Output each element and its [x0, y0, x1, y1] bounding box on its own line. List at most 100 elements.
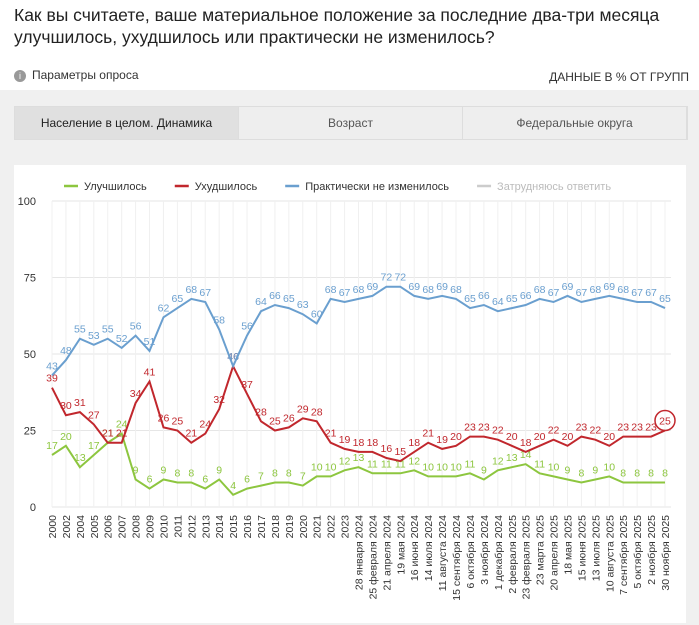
y-tick-label: 100	[18, 196, 36, 208]
x-tick-label: 2 ноября 2025	[646, 515, 658, 585]
data-label: 13	[353, 452, 365, 464]
data-label: 12	[492, 455, 504, 467]
tab[interactable]: Возраст	[239, 107, 463, 139]
x-tick-label: 2023	[340, 515, 352, 539]
data-label: 67	[631, 287, 643, 299]
x-tick-label: 2012	[186, 515, 198, 539]
data-label: 52	[116, 333, 128, 345]
data-label: 67	[576, 287, 588, 299]
data-label: 10	[325, 461, 337, 473]
x-tick-label: 2016	[242, 515, 254, 539]
data-label: 65	[172, 293, 184, 305]
header: Как вы считаете, ваше материальное полож…	[0, 0, 699, 90]
data-label: 6	[202, 474, 208, 486]
params-label[interactable]: Параметры опроса	[32, 68, 139, 82]
legend-label[interactable]: Практически не изменилось	[305, 181, 449, 193]
x-tick-label: 2010	[158, 515, 170, 539]
tab[interactable]: Население в целом. Динамика	[15, 107, 239, 139]
x-tick-label: 11 августа 2024	[437, 515, 449, 591]
highlight-circle	[654, 409, 676, 432]
x-tick-label: 14 июля 2024	[423, 515, 435, 581]
x-tick-label: 2020	[298, 515, 310, 539]
x-tick-label: 2011	[172, 515, 184, 538]
data-label: 65	[506, 293, 518, 305]
data-label: 37	[241, 379, 253, 391]
series-line	[51, 285, 666, 377]
data-label: 8	[662, 468, 668, 480]
data-label: 25	[172, 416, 184, 428]
x-tick-label: 10 августа 2025	[604, 515, 616, 592]
data-label: 22	[548, 425, 560, 437]
y-tick-label: 50	[24, 349, 36, 361]
legend-label[interactable]: Затрудняюсь ответить	[497, 181, 611, 193]
y-tick-label: 75	[24, 273, 36, 285]
x-tick-label: 30 ноября 2025	[660, 515, 672, 591]
data-label: 69	[603, 281, 615, 293]
data-label: 24	[116, 419, 128, 431]
data-label: 21	[102, 428, 114, 440]
x-tick-label: 15 июня 2025	[576, 515, 588, 581]
data-label: 23	[478, 422, 490, 434]
data-label: 7	[300, 471, 306, 483]
data-label: 56	[241, 321, 253, 333]
data-label: 69	[408, 281, 420, 293]
data-label: 8	[188, 468, 194, 480]
data-label: 39	[46, 373, 58, 385]
data-label: 69	[436, 281, 448, 293]
data-label: 6	[147, 474, 153, 486]
data-label: 8	[634, 468, 640, 480]
data-label: 23	[631, 422, 643, 434]
data-label: 8	[286, 468, 292, 480]
data-label: 31	[74, 397, 86, 409]
x-tick-label: 2019	[284, 515, 296, 539]
data-label: 21	[422, 428, 434, 440]
data-label: 22	[492, 425, 504, 437]
data-label: 46	[227, 351, 239, 363]
data-label: 68	[353, 284, 365, 296]
data-label: 68	[534, 284, 546, 296]
data-label: 43	[46, 360, 58, 372]
data-label: 18	[408, 437, 420, 449]
data-label: 21	[185, 428, 197, 440]
data-label: 20	[506, 431, 518, 443]
data-label: 17	[46, 440, 58, 452]
data-label: 72	[381, 272, 393, 284]
params[interactable]: i Параметры опроса	[14, 68, 139, 82]
data-label: 19	[436, 434, 448, 446]
data-label: 65	[464, 293, 476, 305]
tabs: Население в целом. Динамика Возраст Феде…	[14, 106, 688, 140]
tab[interactable]: Федеральные округа	[463, 107, 687, 139]
x-tick-label: 16 июня 2024	[409, 515, 421, 581]
x-tick-label: 2013	[200, 515, 212, 539]
x-tick-label: 2022	[326, 515, 338, 539]
data-label: 10	[436, 461, 448, 473]
x-tick-label: 5 октября 2025	[632, 515, 644, 589]
x-tick-label: 15 сентября 2024	[451, 515, 463, 601]
data-label: 68	[185, 284, 197, 296]
data-label: 41	[144, 367, 156, 379]
data-label: 9	[216, 464, 222, 476]
data-label: 68	[325, 284, 337, 296]
x-tick-label: 2000	[47, 515, 59, 539]
data-label: 22	[589, 425, 601, 437]
data-label: 23	[464, 422, 476, 434]
data-label: 9	[481, 464, 487, 476]
data-label: 51	[144, 336, 156, 348]
data-label: 8	[578, 468, 584, 480]
data-label: 25	[269, 416, 281, 428]
legend-label[interactable]: Ухудшилось	[195, 181, 258, 193]
data-label: 60	[311, 308, 323, 320]
x-tick-label: 2004	[75, 515, 87, 539]
data-label: 64	[255, 296, 267, 308]
data-label: 66	[520, 290, 532, 302]
data-label: 14	[520, 449, 532, 461]
data-label: 25	[659, 416, 671, 428]
legend-label[interactable]: Улучшилось	[84, 181, 147, 193]
title: Как вы считаете, ваше материальное полож…	[14, 5, 660, 47]
data-label: 9	[161, 464, 167, 476]
data-label: 21	[325, 428, 337, 440]
x-tick-label: 2017	[256, 515, 268, 539]
x-tick-label: 23 февраля 2025	[521, 515, 533, 600]
